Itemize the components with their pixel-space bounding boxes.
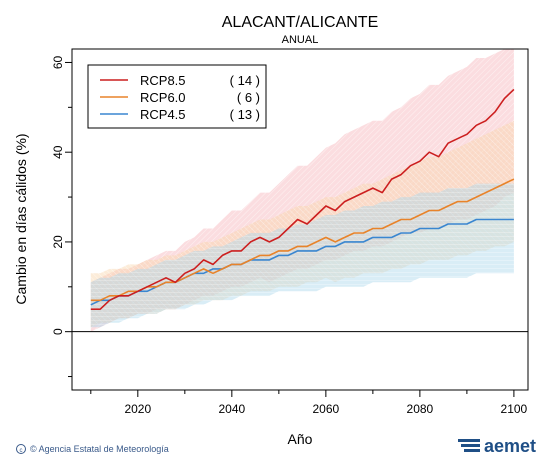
y-tick-label: 60 [51, 55, 65, 69]
x-tick-label: 2020 [124, 402, 151, 416]
y-tick-label: 40 [51, 145, 65, 159]
series-line-rcp6-0 [90, 178, 515, 302]
series-lines [90, 88, 515, 311]
footer: c © Agencia Estatal de Meteorología aeme… [16, 436, 536, 456]
legend-series-name: RCP8.5 [140, 73, 186, 88]
chart-title: ALACANT/ALICANTE [222, 14, 378, 31]
copyright-icon: c [16, 444, 26, 454]
x-tick-label: 2080 [407, 402, 434, 416]
plot-frame [71, 48, 529, 391]
aemet-logo-icon [458, 439, 480, 452]
brand-text: aemet [484, 436, 536, 456]
x-tick-label: 2060 [313, 402, 340, 416]
legend-series-name: RCP4.5 [140, 107, 186, 122]
x-tick-label: 2040 [218, 402, 245, 416]
y-axis-label: Cambio en días cálidos (%) [13, 133, 29, 304]
credit-text: © Agencia Estatal de Meteorología [30, 444, 169, 454]
y-tick-label: 20 [51, 235, 65, 249]
chart-subtitle: ANUAL [282, 34, 319, 46]
legend-series-count: ( 6 ) [237, 90, 260, 105]
legend-series-name: RCP6.0 [140, 90, 186, 105]
legend-series-count: ( 13 ) [230, 107, 260, 122]
series-line-rcp8-5 [90, 88, 515, 311]
x-tick-label: 2100 [501, 402, 528, 416]
x-axis-label: Año [288, 431, 313, 447]
y-tick-label: 0 [51, 328, 65, 335]
legend-series-count: ( 14 ) [230, 73, 260, 88]
svg-text:c: c [20, 448, 23, 454]
legend: RCP8.5 ( 14 ) RCP6.0 ( 6 ) RCP4.5 ( 13 ) [87, 64, 267, 129]
